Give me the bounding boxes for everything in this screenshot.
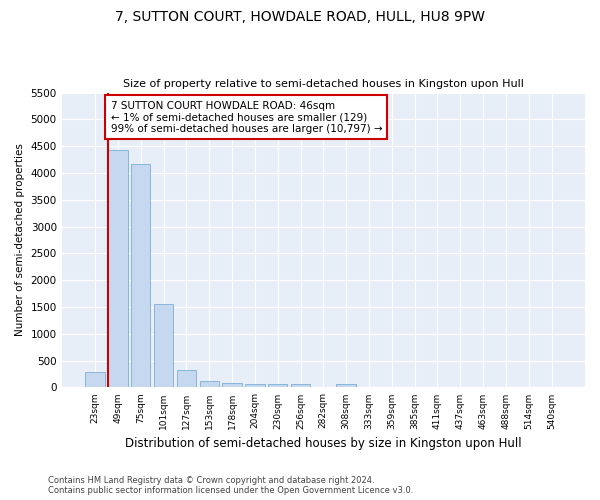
Title: Size of property relative to semi-detached houses in Kingston upon Hull: Size of property relative to semi-detach… — [123, 79, 524, 89]
Bar — [268, 384, 287, 388]
Bar — [85, 372, 105, 388]
Text: 7, SUTTON COURT, HOWDALE ROAD, HULL, HU8 9PW: 7, SUTTON COURT, HOWDALE ROAD, HULL, HU8… — [115, 10, 485, 24]
Bar — [223, 383, 242, 388]
Text: Contains HM Land Registry data © Crown copyright and database right 2024.
Contai: Contains HM Land Registry data © Crown c… — [48, 476, 413, 495]
Text: 7 SUTTON COURT HOWDALE ROAD: 46sqm
← 1% of semi-detached houses are smaller (129: 7 SUTTON COURT HOWDALE ROAD: 46sqm ← 1% … — [110, 100, 382, 134]
Bar — [177, 370, 196, 388]
Bar — [337, 384, 356, 388]
X-axis label: Distribution of semi-detached houses by size in Kingston upon Hull: Distribution of semi-detached houses by … — [125, 437, 521, 450]
Y-axis label: Number of semi-detached properties: Number of semi-detached properties — [15, 144, 25, 336]
Bar — [245, 384, 265, 388]
Bar — [131, 164, 151, 388]
Bar — [200, 381, 219, 388]
Bar — [154, 304, 173, 388]
Bar — [291, 384, 310, 388]
Bar — [108, 150, 128, 388]
